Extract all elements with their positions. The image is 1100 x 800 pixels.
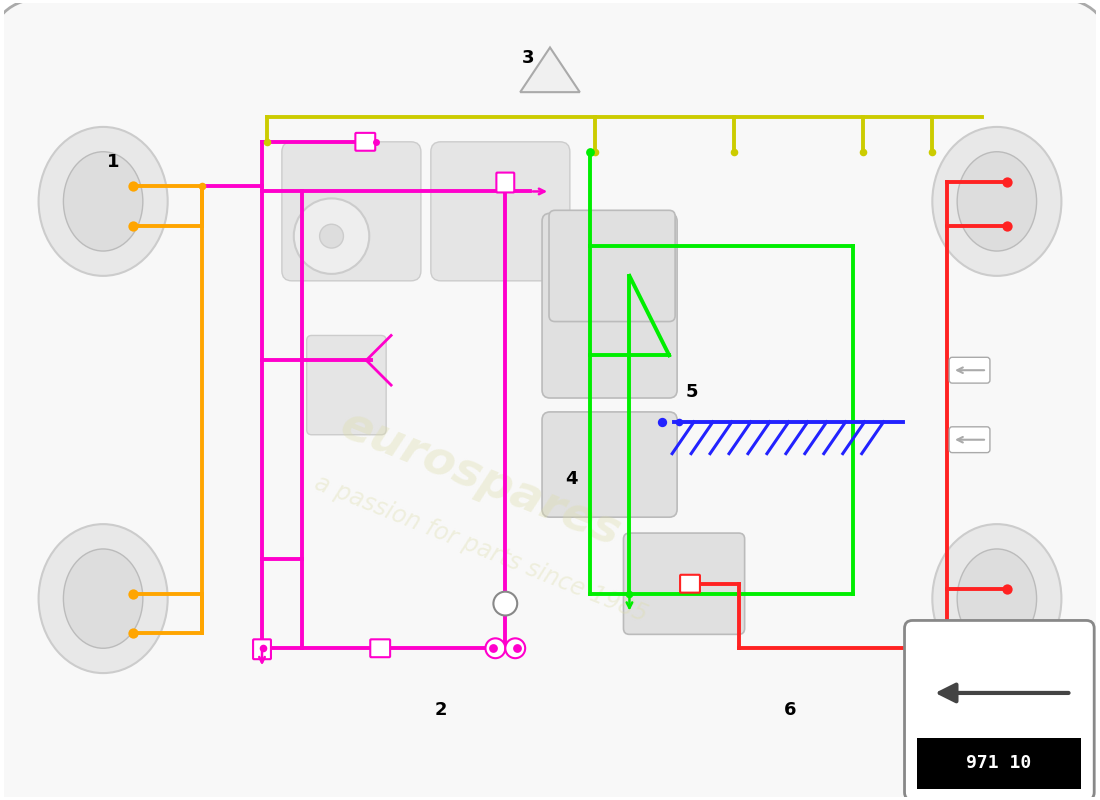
Point xyxy=(586,146,604,158)
FancyBboxPatch shape xyxy=(282,142,421,281)
Point xyxy=(124,587,142,600)
Ellipse shape xyxy=(933,127,1062,276)
Point xyxy=(485,642,503,654)
Ellipse shape xyxy=(39,524,167,673)
Ellipse shape xyxy=(933,524,1062,673)
Point xyxy=(620,587,638,600)
Point xyxy=(124,627,142,640)
Point xyxy=(508,642,526,654)
Point xyxy=(581,146,598,158)
Polygon shape xyxy=(520,47,580,92)
Point xyxy=(998,220,1015,233)
FancyBboxPatch shape xyxy=(917,738,1081,790)
FancyBboxPatch shape xyxy=(253,639,271,659)
Text: 1: 1 xyxy=(107,153,119,170)
Text: a passion for parts since 1985: a passion for parts since 1985 xyxy=(310,471,650,627)
Ellipse shape xyxy=(64,549,143,648)
FancyBboxPatch shape xyxy=(307,335,386,434)
Circle shape xyxy=(294,198,370,274)
FancyBboxPatch shape xyxy=(371,639,390,658)
Point xyxy=(998,627,1015,640)
FancyBboxPatch shape xyxy=(680,574,700,593)
Point xyxy=(254,642,272,654)
Point xyxy=(998,175,1015,188)
FancyBboxPatch shape xyxy=(542,412,678,517)
Point xyxy=(725,146,742,158)
Point xyxy=(194,180,211,193)
Circle shape xyxy=(485,638,505,658)
FancyBboxPatch shape xyxy=(949,427,990,453)
FancyBboxPatch shape xyxy=(355,133,375,150)
Text: 5: 5 xyxy=(685,383,698,401)
FancyBboxPatch shape xyxy=(904,621,1094,800)
FancyBboxPatch shape xyxy=(624,533,745,634)
FancyBboxPatch shape xyxy=(431,142,570,281)
Point xyxy=(367,135,385,148)
FancyBboxPatch shape xyxy=(949,358,990,383)
Circle shape xyxy=(320,224,343,248)
Circle shape xyxy=(505,638,525,658)
Text: 3: 3 xyxy=(521,50,535,67)
Point xyxy=(258,135,276,148)
Point xyxy=(998,582,1015,595)
Text: 4: 4 xyxy=(565,470,579,489)
Point xyxy=(124,220,142,233)
Circle shape xyxy=(494,592,517,615)
Text: eurospares: eurospares xyxy=(333,402,627,556)
Point xyxy=(924,146,942,158)
Text: 6: 6 xyxy=(784,701,796,719)
Ellipse shape xyxy=(64,152,143,251)
FancyBboxPatch shape xyxy=(549,210,675,322)
Point xyxy=(854,146,871,158)
Ellipse shape xyxy=(957,549,1036,648)
Ellipse shape xyxy=(39,127,167,276)
FancyBboxPatch shape xyxy=(542,214,678,398)
Point xyxy=(670,415,688,428)
Point xyxy=(653,415,671,428)
Text: 971 10: 971 10 xyxy=(966,754,1032,773)
Text: 2: 2 xyxy=(434,701,447,719)
Point xyxy=(124,180,142,193)
Ellipse shape xyxy=(957,152,1036,251)
FancyBboxPatch shape xyxy=(496,173,514,193)
